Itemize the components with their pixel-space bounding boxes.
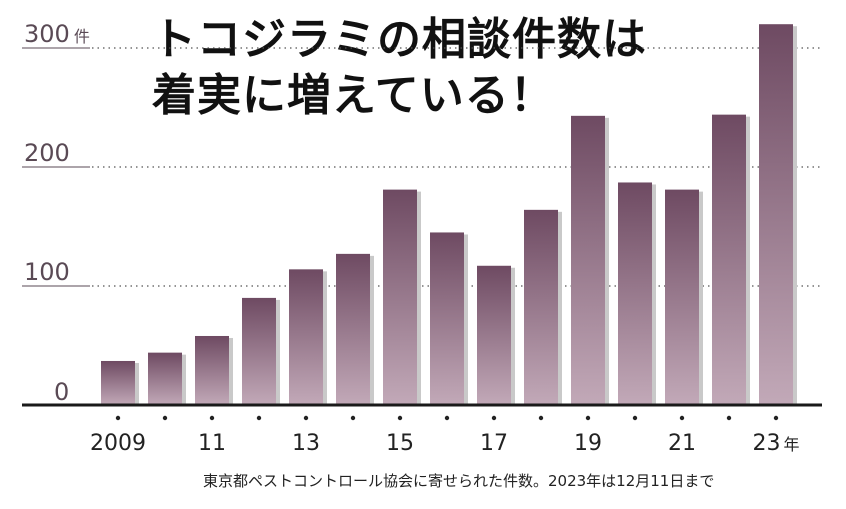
bar-2016 <box>430 232 464 405</box>
source-note: 東京都ペストコントロール協会に寄せられた件数。2023年は12月11日まで <box>203 472 715 490</box>
bar-2013 <box>289 269 323 405</box>
x-tick-dot-2016 <box>444 415 450 421</box>
x-tick-label-21: 21 <box>668 431 696 456</box>
y-tick-label-300: 300 件 <box>24 20 90 48</box>
x-tick-label-2009: 2009 <box>90 431 146 456</box>
chart-title-line-1: トコジラミの相談件数は <box>152 14 647 65</box>
x-tick-label-13: 13 <box>292 431 320 456</box>
x-tick-dot-2021 <box>679 415 685 421</box>
bar-2010 <box>148 352 182 405</box>
y-tick-label-0: 0 <box>54 378 69 406</box>
bar-2020 <box>618 182 652 405</box>
bar-2018 <box>524 209 558 405</box>
bar-2011 <box>195 335 229 405</box>
x-tick-label-17: 17 <box>480 431 508 456</box>
y-tick-label-100: 100 <box>24 258 70 286</box>
x-tick-label-11: 11 <box>198 431 226 456</box>
x-tick-label-15: 15 <box>386 431 414 456</box>
bar-2017 <box>477 265 511 405</box>
bar-2022 <box>712 114 746 405</box>
bar-2023 <box>759 24 793 405</box>
x-tick-dot-2009 <box>115 415 121 421</box>
x-tick-label-19: 19 <box>574 431 602 456</box>
x-tick-dot-2019 <box>585 415 591 421</box>
x-tick-dot-2020 <box>632 415 638 421</box>
bar-2009 <box>101 360 135 405</box>
x-tick-dot-2022 <box>726 415 732 421</box>
x-tick-dot-2010 <box>162 415 168 421</box>
x-tick-dot-2023 <box>773 415 779 421</box>
x-tick-dot-2017 <box>491 415 497 421</box>
x-tick-dot-2015 <box>397 415 403 421</box>
x-tick-dot-2011 <box>209 415 215 421</box>
bar-2014 <box>336 253 370 405</box>
x-tick-dot-2018 <box>538 415 544 421</box>
y-tick-label-200: 200 <box>24 139 70 167</box>
bar-2021 <box>665 189 699 405</box>
x-tick-label-23: 23 年 <box>752 431 799 456</box>
y-unit-label: 件 <box>74 27 90 46</box>
x-tick-dot-2014 <box>350 415 356 421</box>
bar-2019 <box>571 115 605 405</box>
x-tick-dot-2012 <box>256 415 262 421</box>
chart-title-line-2: 着実に増えている！ <box>152 70 555 121</box>
x-unit-label: 年 <box>783 435 799 454</box>
bar-2015 <box>383 189 417 405</box>
x-tick-dot-2013 <box>303 415 309 421</box>
bar-2012 <box>242 297 276 405</box>
